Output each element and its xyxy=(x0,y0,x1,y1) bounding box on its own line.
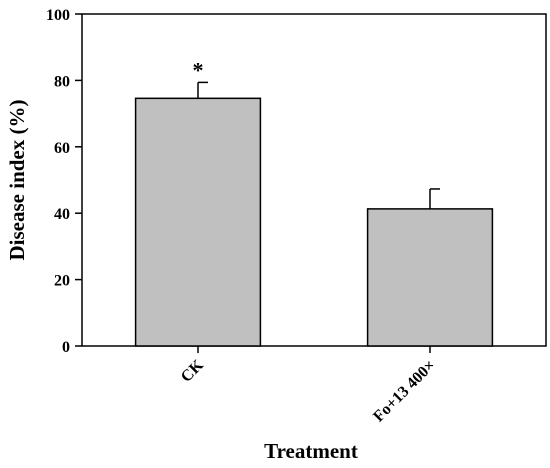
bar xyxy=(366,208,494,347)
y-tick-label: 60 xyxy=(54,140,70,157)
significance-label: * xyxy=(193,57,204,82)
y-tick-label: 100 xyxy=(46,7,70,24)
x-tick-label: Fo+13 400× xyxy=(370,357,439,426)
y-tick-label: 20 xyxy=(54,273,70,290)
bar xyxy=(134,97,262,347)
y-tick-label: 0 xyxy=(62,339,70,356)
x-tick-label: CK xyxy=(178,356,207,385)
y-tick-label: 80 xyxy=(54,73,70,90)
y-axis-title: Disease index (%) xyxy=(5,100,29,261)
y-tick-label: 40 xyxy=(54,206,70,223)
plot-frame xyxy=(81,13,547,347)
x-axis-title: Treatment xyxy=(264,439,358,463)
plot-area: 0 20 40 60 80 100 * CK Fo+13 400× xyxy=(46,7,547,426)
